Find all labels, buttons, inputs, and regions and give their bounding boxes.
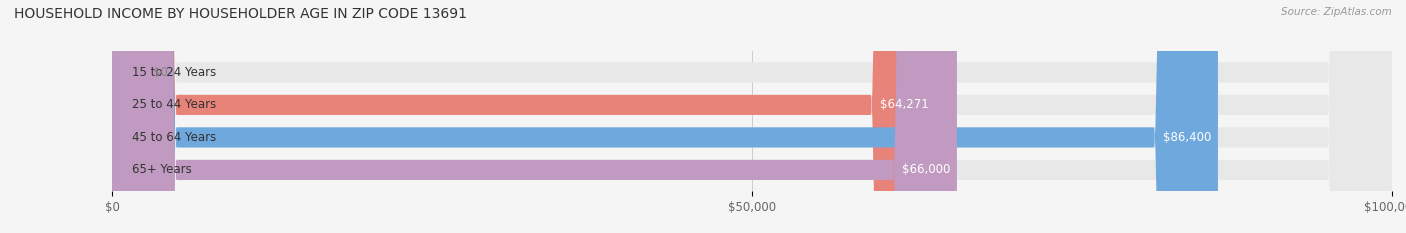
- Text: $64,271: $64,271: [880, 98, 928, 111]
- Text: $66,000: $66,000: [903, 163, 950, 176]
- Text: 15 to 24 Years: 15 to 24 Years: [132, 66, 217, 79]
- FancyBboxPatch shape: [112, 0, 1392, 233]
- Text: HOUSEHOLD INCOME BY HOUSEHOLDER AGE IN ZIP CODE 13691: HOUSEHOLD INCOME BY HOUSEHOLDER AGE IN Z…: [14, 7, 467, 21]
- FancyBboxPatch shape: [112, 0, 957, 233]
- FancyBboxPatch shape: [112, 0, 1218, 233]
- Text: 45 to 64 Years: 45 to 64 Years: [132, 131, 217, 144]
- FancyBboxPatch shape: [112, 0, 1392, 233]
- Text: 65+ Years: 65+ Years: [132, 163, 191, 176]
- FancyBboxPatch shape: [112, 0, 935, 233]
- FancyBboxPatch shape: [112, 0, 1392, 233]
- Text: $0: $0: [153, 66, 169, 79]
- Text: 25 to 44 Years: 25 to 44 Years: [132, 98, 217, 111]
- FancyBboxPatch shape: [112, 0, 150, 233]
- Text: Source: ZipAtlas.com: Source: ZipAtlas.com: [1281, 7, 1392, 17]
- FancyBboxPatch shape: [112, 0, 1392, 233]
- Text: $86,400: $86,400: [1163, 131, 1212, 144]
